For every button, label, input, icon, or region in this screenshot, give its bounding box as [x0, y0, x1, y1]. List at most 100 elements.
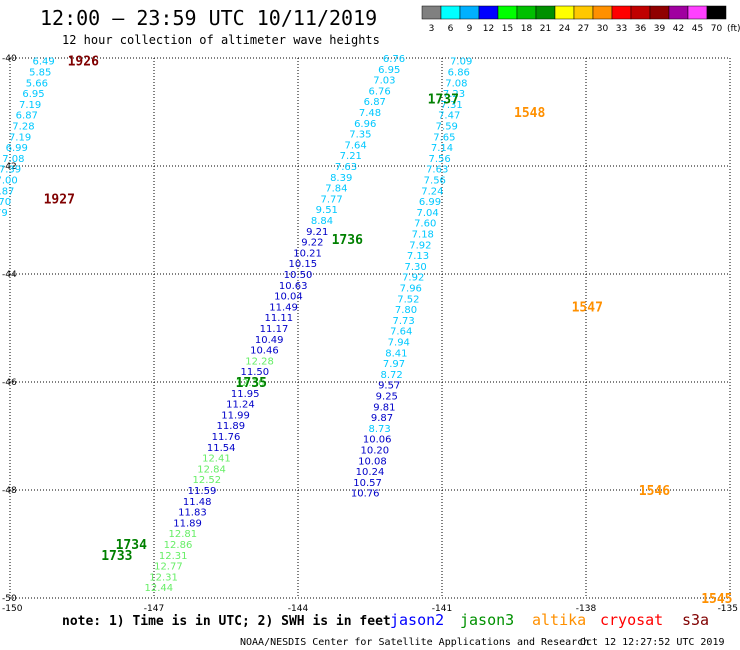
wave-height-value: 12.31: [159, 551, 188, 562]
color-scale: 3 6 9 12 15 18 21 24 27 30 33 36 39 42 45 70 (ft): [421, 5, 740, 34]
wave-height-value: 8.39: [330, 173, 352, 184]
wave-height-value: 12.84: [197, 464, 226, 475]
scale-label: 9: [467, 24, 473, 34]
pass-time-label: 1927: [44, 192, 75, 207]
wave-height-value: 7.00: [0, 176, 18, 187]
scale-swatch: [706, 5, 727, 20]
wave-height-points: 6.495.855.666.957.196.877.287.196.997.08…: [0, 54, 472, 594]
wave-height-value: 11.49: [269, 302, 298, 313]
scale-label: 45: [692, 24, 703, 34]
wave-height-value: 6.87: [16, 111, 38, 122]
wave-height-value: 11.11: [264, 313, 293, 324]
pass-time-label: 1733: [101, 549, 132, 564]
wave-height-value: 7.48: [359, 108, 381, 119]
wave-height-value: 7.56: [428, 154, 450, 165]
x-tick-label: -138: [576, 604, 597, 614]
scale-swatch: [459, 5, 480, 20]
pass-time-label: 1547: [572, 300, 603, 315]
scale-label: 15: [502, 24, 513, 34]
wave-height-value: 6.96: [354, 119, 376, 130]
x-axis-ticks: -150 -147 -144 -141 -138 -135: [2, 604, 738, 614]
wave-height-value: 6.87: [364, 97, 386, 108]
wave-height-value: 7.14: [431, 143, 453, 154]
legend-altika: altika: [532, 611, 586, 629]
wave-height-value: 9.22: [301, 238, 323, 249]
wave-height-value: 7.80: [395, 305, 417, 316]
pass-time-label: 1737: [428, 93, 459, 108]
wave-height-value: 7.64: [344, 140, 366, 151]
wave-height-value: 7.03: [373, 76, 395, 87]
wave-height-value: 7.92: [402, 273, 424, 284]
wave-height-value: 7.39: [0, 165, 21, 176]
wave-height-value: 7.70: [0, 197, 11, 208]
wave-height-value: 7.52: [397, 294, 419, 305]
wave-height-value: 12.86: [164, 540, 193, 551]
wave-height-value: 7.31: [440, 100, 462, 111]
wave-height-value: 10.21: [293, 248, 322, 259]
wave-height-value: 10.04: [274, 292, 303, 303]
scale-swatch: [649, 5, 670, 20]
wave-height-value: 10.50: [284, 270, 313, 281]
scale-label: 30: [597, 24, 609, 34]
x-tick-label: -147: [144, 604, 164, 614]
scale-label: 27: [578, 24, 589, 34]
chart-title: 12:00 – 23:59 UTC 10/11/2019: [40, 6, 377, 30]
scale-label: 6: [448, 24, 454, 34]
scale-swatch: [573, 5, 594, 20]
wave-height-value: 7.08: [445, 78, 467, 89]
wave-height-value: 6.95: [22, 89, 44, 100]
wave-height-value: 8.84: [311, 216, 333, 227]
x-tick-label: -135: [718, 604, 738, 614]
wave-height-value: 7.30: [404, 262, 426, 273]
wave-height-value: 6.99: [6, 143, 28, 154]
x-tick-label: -150: [2, 604, 23, 614]
wave-height-value: 8.79: [0, 208, 8, 219]
wave-height-value: 11.99: [221, 410, 250, 421]
wave-height-value: 7.28: [12, 122, 34, 133]
wave-height-value: 8.41: [385, 348, 407, 359]
wave-height-value: 7.77: [320, 194, 342, 205]
wave-height-value: 10.63: [279, 281, 308, 292]
wave-height-value: 6.76: [368, 86, 390, 97]
scale-swatch: [592, 5, 613, 20]
footer-timestamp: Oct 12 12:27:52 UTC 2019: [580, 637, 725, 648]
scale-label: 24: [559, 24, 571, 34]
wave-height-value: 7.84: [325, 184, 347, 195]
wave-height-value: 11.54: [207, 443, 236, 454]
wave-height-value: 10.15: [288, 259, 317, 270]
y-tick-label: -46: [2, 378, 17, 388]
pass-time-label: 1548: [514, 106, 545, 121]
wave-height-value: 7.65: [433, 132, 455, 143]
wave-height-value: 7.04: [416, 208, 438, 219]
wave-height-value: 7.63: [335, 162, 357, 173]
y-tick-label: -40: [2, 54, 17, 64]
wave-height-value: 11.59: [188, 486, 217, 497]
footer-credit: NOAA/NESDIS Center for Satellite Applica…: [240, 637, 589, 648]
wave-height-value: 6.49: [32, 57, 54, 68]
legend-cryosat: cryosat: [600, 611, 663, 629]
y-tick-label: -42: [2, 162, 17, 172]
wave-height-value: 11.89: [173, 518, 202, 529]
wave-height-value: 10.57: [353, 478, 382, 489]
wave-height-value: 7.19: [9, 132, 31, 143]
scale-unit: (ft): [727, 24, 740, 34]
scale-label: 39: [654, 24, 666, 34]
chart-subtitle: 12 hour collection of altimeter wave hei…: [62, 33, 380, 47]
wave-height-value: 5.85: [29, 68, 51, 79]
wave-height-value: 11.95: [231, 389, 260, 400]
wave-height-value: 11.83: [178, 508, 207, 519]
wave-height-value: 7.09: [450, 57, 472, 68]
x-tick-label: -141: [432, 604, 452, 614]
wave-height-value: 5.66: [26, 78, 48, 89]
wave-height-value: 10.24: [356, 467, 385, 478]
scale-swatch: [687, 5, 708, 20]
wave-height-value: 9.51: [316, 205, 338, 216]
scale-swatch: [554, 5, 575, 20]
legend-jason2: jason2: [390, 611, 444, 629]
wave-height-value: 7.56: [424, 176, 446, 187]
scale-label: 36: [635, 24, 647, 34]
wave-height-value: 12.44: [144, 583, 173, 594]
pass-time-label: 1545: [701, 592, 732, 607]
